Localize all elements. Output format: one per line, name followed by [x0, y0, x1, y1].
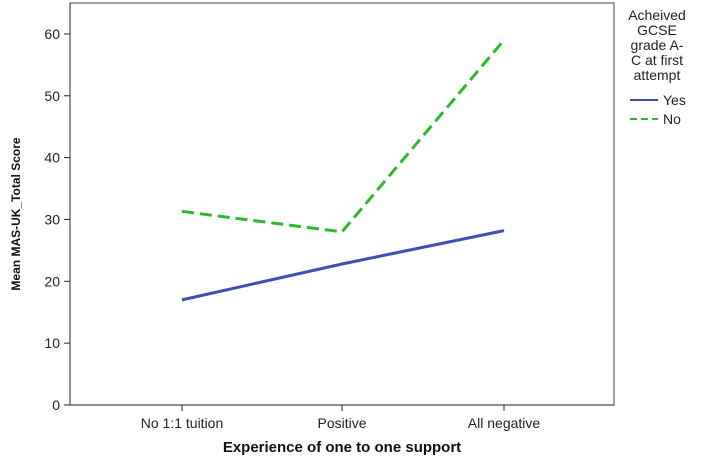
legend-title-line: grade A- [631, 37, 684, 53]
y-tick-label: 0 [52, 397, 60, 413]
legend-title-line: attempt [634, 67, 681, 83]
legend: Acheived GCSE grade A- C at first attemp… [628, 7, 686, 127]
y-axis-label: Mean MAS-UK_Total Score [9, 137, 23, 290]
series-lines [181, 39, 506, 302]
y-tick-label: 20 [44, 273, 60, 289]
y-axis-ticks: 0 10 20 30 40 50 60 [44, 26, 70, 413]
legend-title-line: GCSE [637, 22, 677, 38]
series-line-yes [181, 229, 505, 302]
legend-label-no: No [663, 111, 681, 127]
x-tick-label: No 1:1 tuition [141, 415, 224, 431]
legend-items: Yes No [630, 92, 686, 127]
legend-title-line: C at first [631, 52, 683, 68]
legend-title-line: Acheived [628, 7, 686, 23]
y-tick-label: 50 [44, 88, 60, 104]
x-tick-label: Positive [317, 415, 366, 431]
y-tick-label: 60 [44, 26, 60, 42]
y-tick-label: 30 [44, 211, 60, 227]
y-tick-label: 40 [44, 150, 60, 166]
x-axis-label: Experience of one to one support [223, 439, 461, 456]
x-tick-label: All negative [468, 415, 541, 431]
x-axis-ticks: No 1:1 tuition Positive All negative [141, 405, 541, 431]
y-tick-label: 10 [44, 335, 60, 351]
series-line-no [181, 39, 506, 234]
legend-label-yes: Yes [663, 92, 686, 108]
plot-frame [69, 2, 615, 406]
